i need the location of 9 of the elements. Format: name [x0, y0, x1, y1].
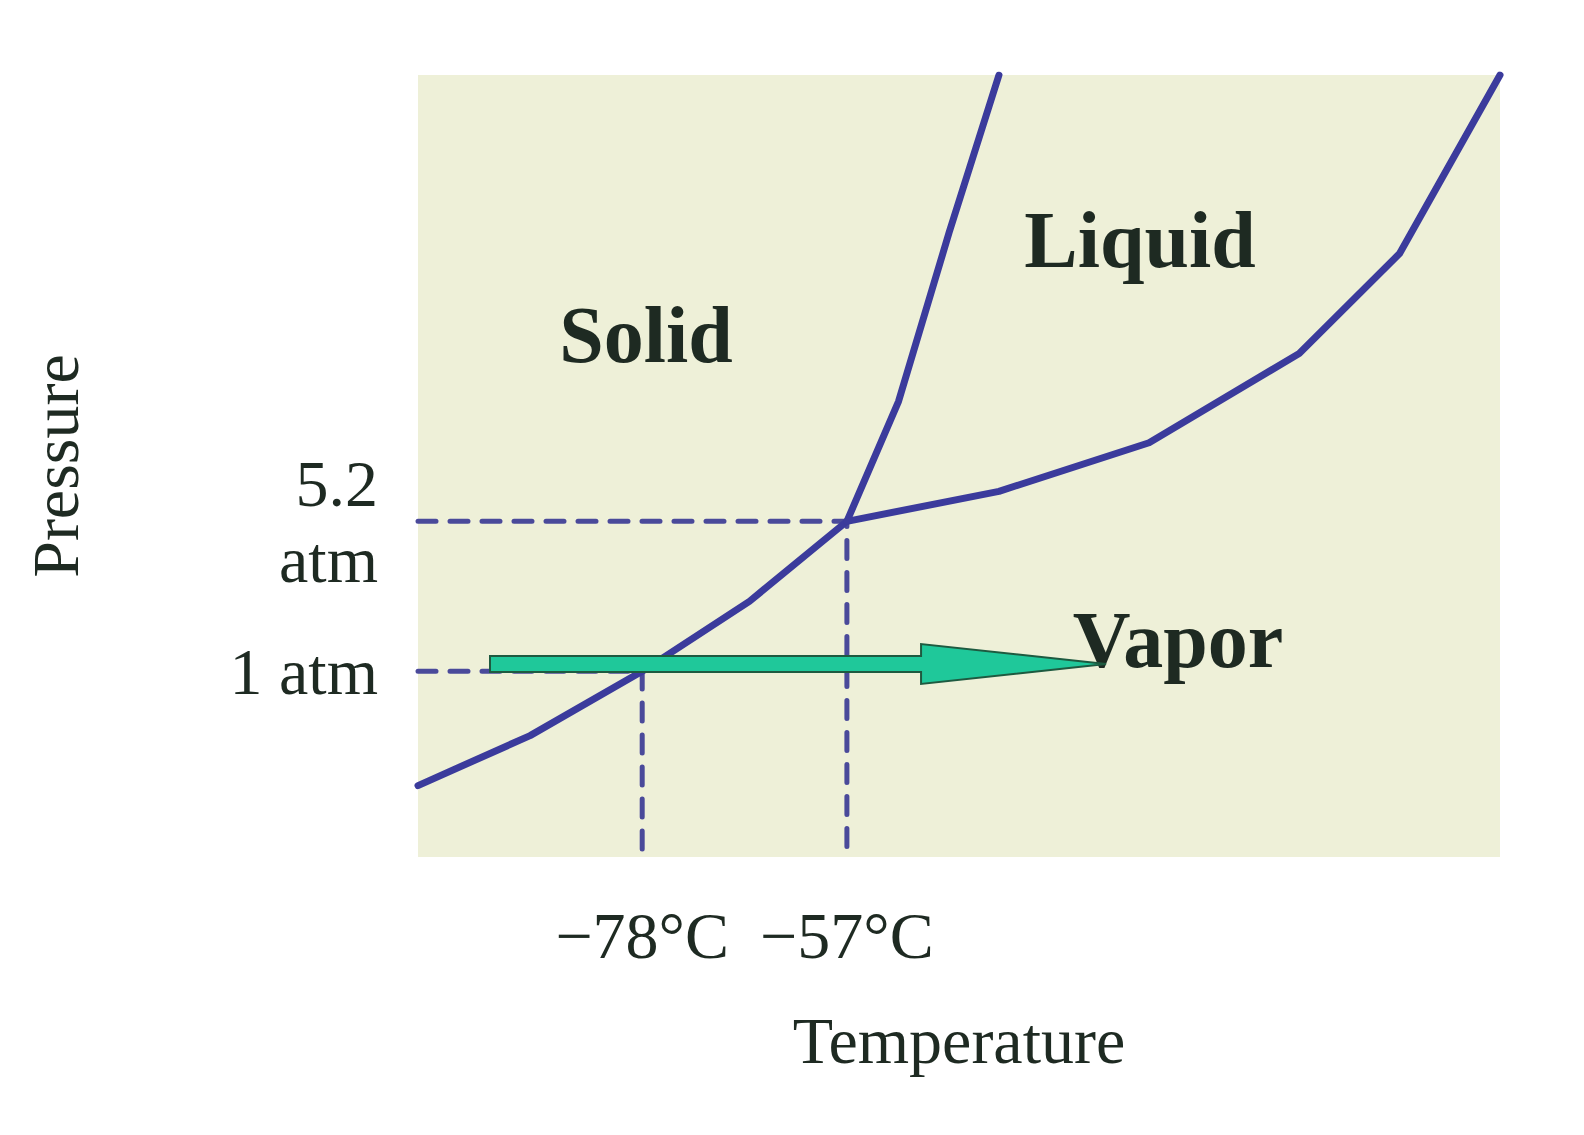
x-tick-label: −78°C: [555, 898, 730, 972]
annotation: Solid: [559, 291, 733, 379]
y-tick-label: 5.2 atm: [279, 446, 378, 596]
x-axis-title: Temperature: [792, 1003, 1126, 1077]
annotation: Vapor: [1072, 596, 1284, 684]
y-tick-label: 1 atm: [229, 634, 378, 708]
y-axis-title: Pressure: [18, 354, 92, 578]
annotation: Liquid: [1024, 196, 1256, 284]
x-tick-label: −57°C: [760, 898, 934, 972]
